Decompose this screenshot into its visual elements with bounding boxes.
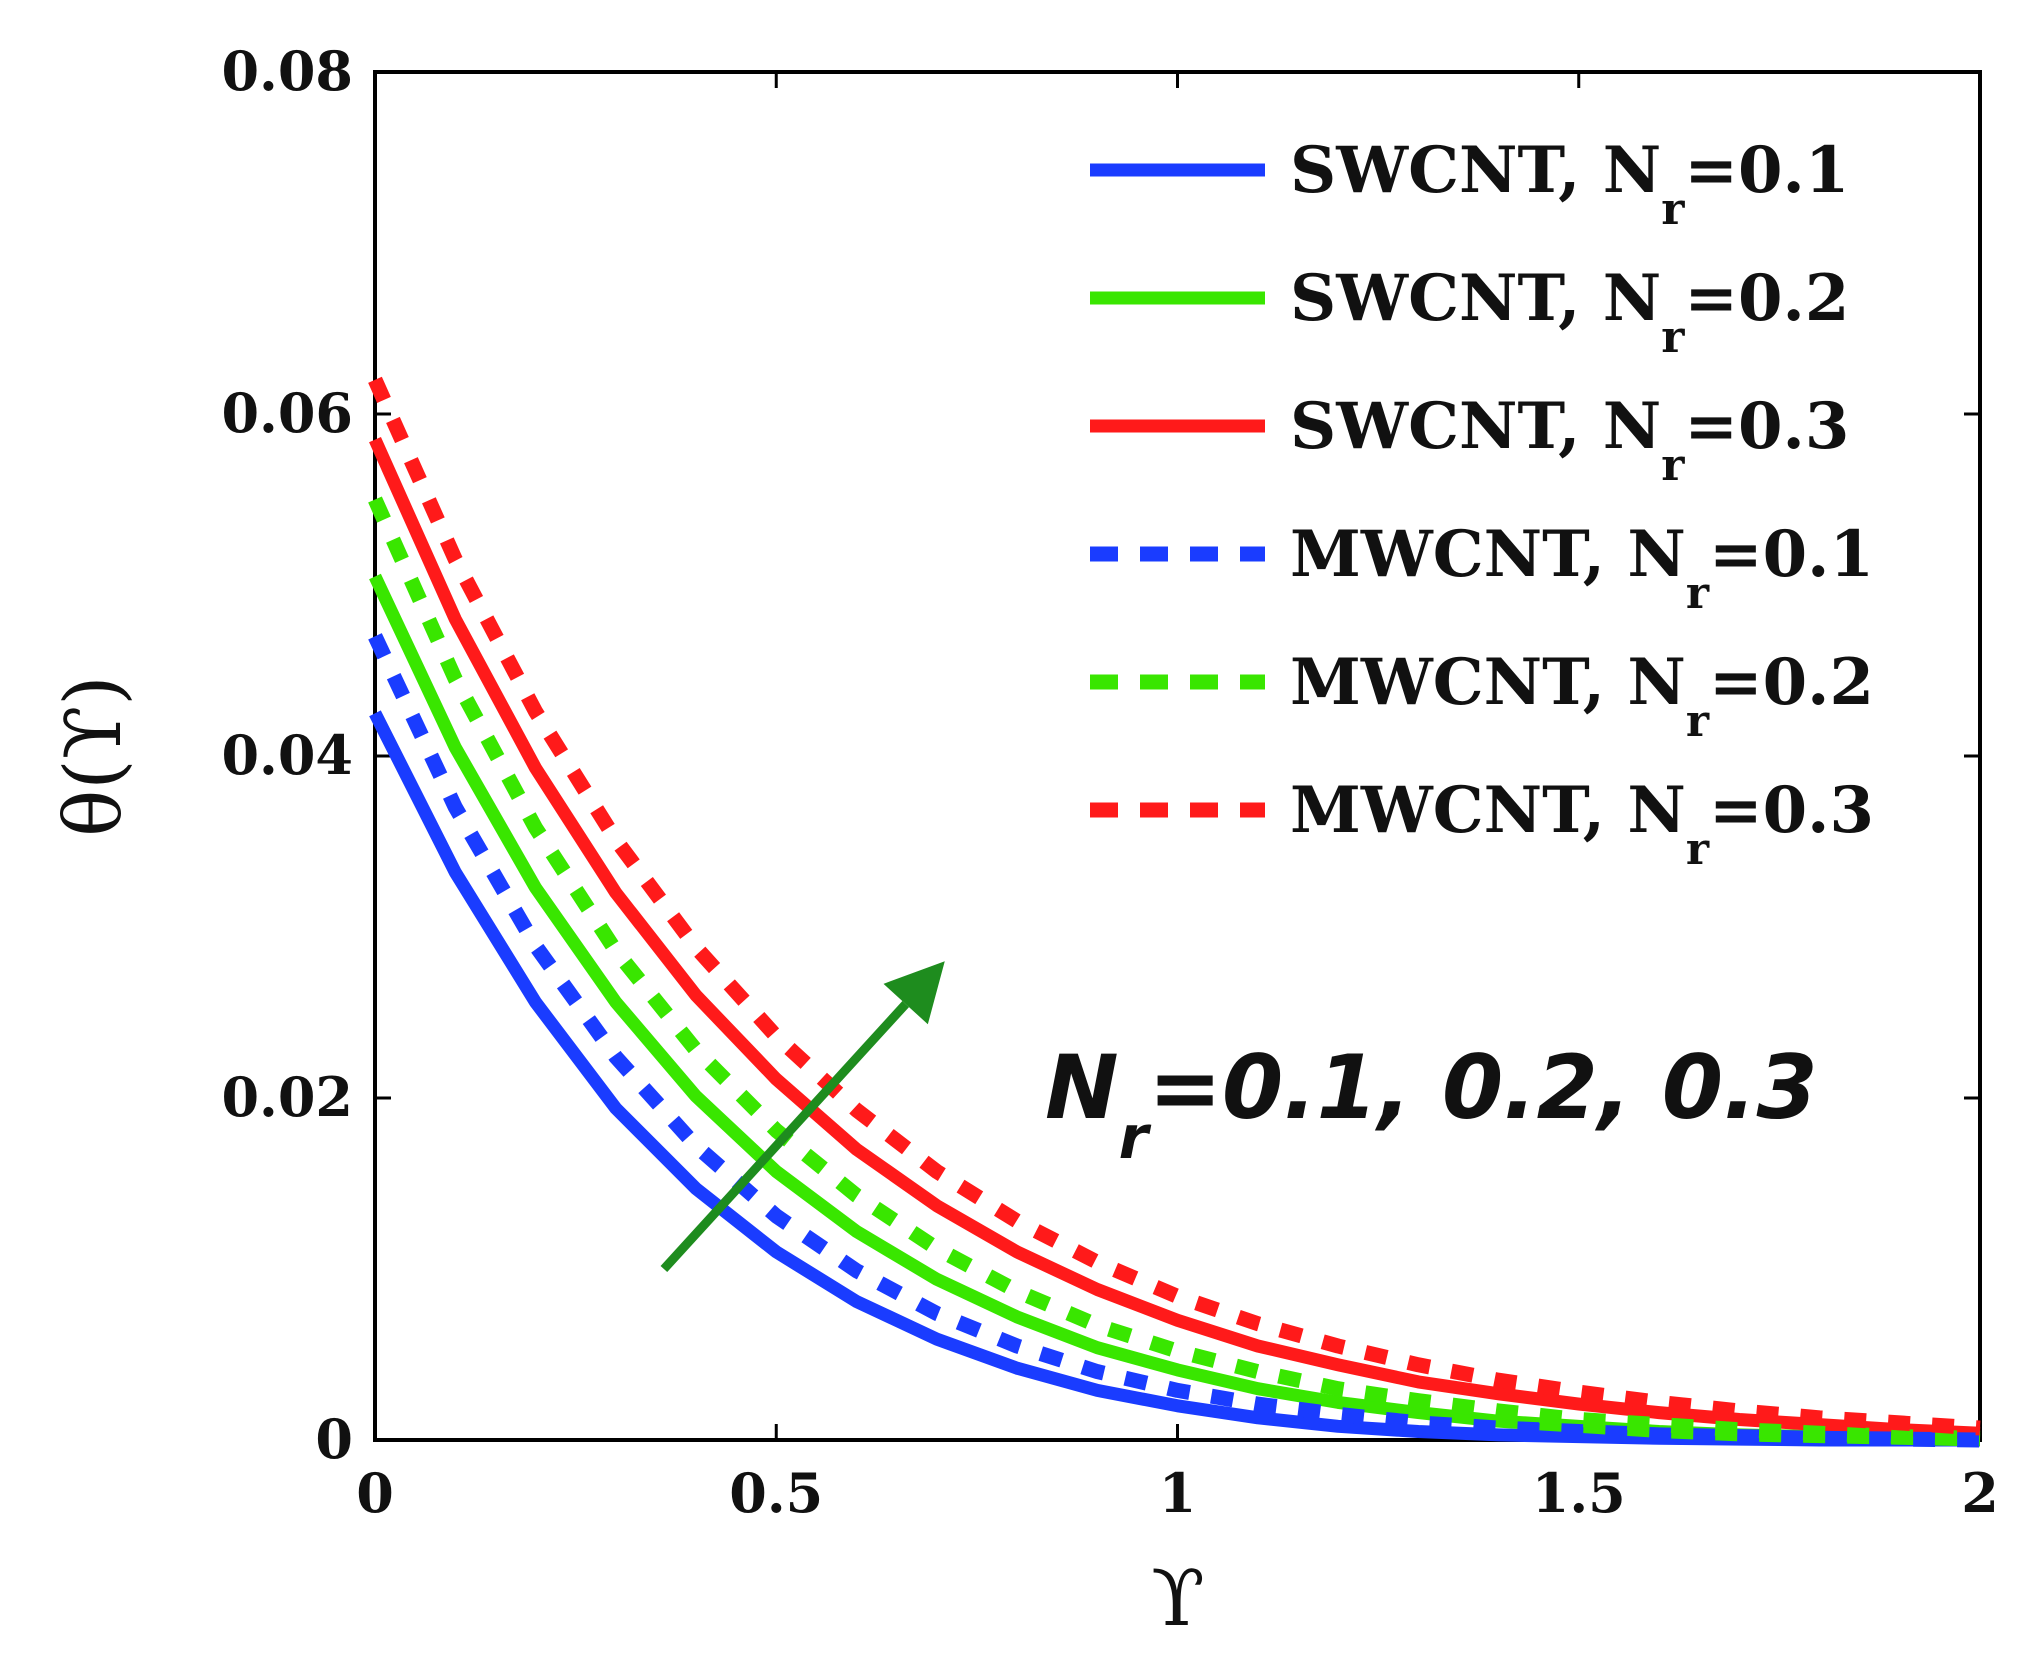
legend-name: SWCNT, N bbox=[1290, 261, 1661, 336]
legend-value: =0.3 bbox=[1709, 773, 1874, 848]
x-tick-label: 2 bbox=[1961, 1461, 1999, 1525]
series-layer bbox=[368, 376, 1981, 1448]
y-tick-label: 0 bbox=[315, 1407, 353, 1471]
legend-subscript: r bbox=[1686, 568, 1710, 619]
x-tick-label: 1.5 bbox=[1532, 1461, 1626, 1525]
legend-name: MWCNT, N bbox=[1290, 645, 1686, 720]
x-tick-label: 0 bbox=[356, 1461, 394, 1525]
legend-value: =0.2 bbox=[1709, 645, 1874, 720]
series-line-3 bbox=[369, 436, 1981, 1440]
legend-name: SWCNT, N bbox=[1290, 133, 1661, 208]
legend-label-6: MWCNT, Nr=0.3 bbox=[1290, 773, 1874, 875]
legend-name: SWCNT, N bbox=[1290, 389, 1661, 464]
legend-subscript: r bbox=[1686, 696, 1710, 747]
x-tick-label: 1 bbox=[1159, 1461, 1197, 1525]
legend-name: MWCNT, N bbox=[1290, 517, 1686, 592]
annotation-symbol: N bbox=[1045, 1036, 1119, 1139]
annotation-arrow-head bbox=[883, 961, 945, 1025]
annotation-values: =0.1, 0.2, 0.3 bbox=[1148, 1036, 1818, 1139]
x-tick-label: 0.5 bbox=[729, 1461, 823, 1525]
legend-subscript: r bbox=[1661, 184, 1685, 235]
legend-subscript: r bbox=[1686, 824, 1710, 875]
legend-value: =0.2 bbox=[1684, 261, 1849, 336]
legend-value: =0.1 bbox=[1684, 133, 1849, 208]
legend-subscript: r bbox=[1661, 440, 1685, 491]
legend-value: =0.1 bbox=[1709, 517, 1874, 592]
y-tick-label: 0.06 bbox=[221, 381, 353, 445]
x-axis-label: ϒ bbox=[1151, 1554, 1205, 1644]
tick-labels: 0 0.5 1 1.5 2 0 0.02 0.04 0.06 0.08 bbox=[221, 39, 1998, 1525]
y-tick-label: 0.02 bbox=[221, 1065, 353, 1129]
legend-label-4: MWCNT, Nr=0.1 bbox=[1290, 517, 1874, 619]
y-tick-label: 0.04 bbox=[221, 723, 353, 787]
legend-label-1: SWCNT, Nr=0.1 bbox=[1290, 133, 1849, 235]
legend-subscript: r bbox=[1661, 312, 1685, 363]
legend-label-2: SWCNT, Nr=0.2 bbox=[1290, 261, 1849, 363]
series-line-4 bbox=[368, 633, 1981, 1448]
annotation: Nr=0.1, 0.2, 0.3 bbox=[660, 961, 1818, 1273]
legend-label-5: MWCNT, Nr=0.2 bbox=[1290, 645, 1874, 747]
y-tick-label: 0.08 bbox=[221, 39, 353, 103]
annotation-arrow-shaft bbox=[660, 1001, 910, 1273]
annotation-subscript: r bbox=[1119, 1103, 1152, 1173]
annotation-label: Nr=0.1, 0.2, 0.3 bbox=[1045, 1036, 1818, 1173]
legend-value: =0.3 bbox=[1684, 389, 1849, 464]
legend-label-3: SWCNT, Nr=0.3 bbox=[1290, 389, 1849, 491]
legend-name: MWCNT, N bbox=[1290, 773, 1686, 848]
y-axis-label: θ(ϒ) bbox=[49, 675, 139, 836]
